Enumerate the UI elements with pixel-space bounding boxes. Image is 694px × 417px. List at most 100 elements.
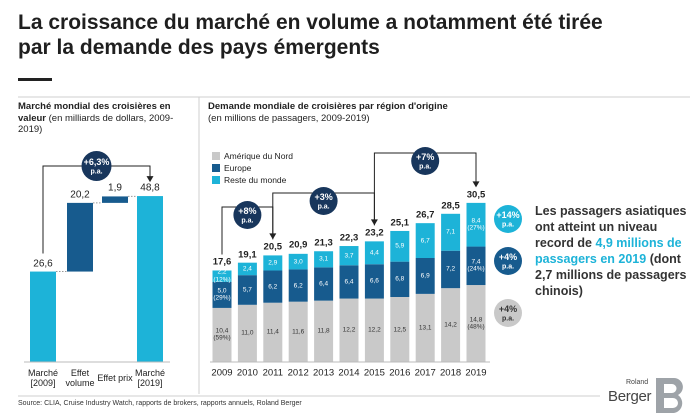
arrow-head [146, 176, 154, 183]
growth-label: +6,3% [83, 157, 110, 167]
logo-small: Roland [626, 379, 649, 386]
value-label: 48,8 [140, 182, 160, 194]
value-label: 11,8 [317, 327, 330, 335]
value-label: 2,4 [242, 265, 252, 273]
x-tick-label: 2009 [211, 367, 233, 379]
value-label: 3,7 [344, 251, 354, 259]
growth-unit: p.a. [419, 163, 432, 171]
x-tick-label: 2013 [313, 367, 335, 379]
total-label: 28,5 [441, 200, 460, 212]
total-label: 17,6 [212, 256, 232, 268]
value-label: 6,8 [395, 275, 405, 283]
value-label: 6,9 [420, 272, 430, 280]
total-label: 19,1 [238, 249, 257, 261]
bar-segment [390, 230, 410, 262]
bar-segment [263, 302, 283, 362]
value-label: 6,4 [319, 280, 329, 288]
value-label: 11,0 [241, 329, 254, 337]
bar-segment [314, 300, 334, 362]
bar-segment [237, 262, 257, 276]
x-tick-label: 2019 [465, 367, 487, 379]
value-label: 11,6 [292, 328, 305, 336]
growth-unit: p.a. [501, 315, 515, 323]
growth-label: +4% [498, 304, 518, 314]
chart-header: Marché mondial des croisières en valeur … [18, 101, 196, 136]
bar-segment [466, 246, 486, 286]
legend-swatch [212, 152, 220, 160]
growth-label: +3% [314, 192, 333, 202]
bar-segment [288, 253, 308, 270]
total-label: 20,9 [288, 239, 308, 251]
bar-segment [339, 298, 359, 362]
value-label: 7,2 [446, 265, 456, 273]
x-tick-label: Marché [2009] [27, 368, 58, 388]
value-label: 8,4 (27%) [467, 217, 485, 232]
value-label: 12,5 [393, 325, 407, 333]
bar-segment [364, 241, 384, 265]
x-tick-label: Effet prix [97, 373, 133, 383]
value-label: 5,9 [395, 242, 405, 250]
growth-bubble [494, 299, 522, 327]
chart-subtitle: (en milliards de dollars, 2009-2019) [18, 112, 174, 136]
value-label: 3,0 [293, 257, 303, 265]
bar-segment [466, 202, 486, 247]
legend-label: Reste du monde [224, 175, 287, 185]
bar [102, 196, 128, 203]
bar-segment [364, 264, 384, 299]
value-label: 4,4 [369, 249, 379, 257]
value-label: 20,2 [70, 189, 90, 201]
annotation-highlight: 4,9 millions de passagers en 2019 [535, 236, 682, 266]
growth-unit: p.a. [317, 203, 330, 211]
value-label: 5,0 (29%) [213, 287, 231, 302]
bar [30, 271, 56, 362]
value-label: 2,2 (12%) [213, 268, 231, 284]
growth-bubble [494, 247, 522, 275]
value-label: 14,8 (48%) [467, 316, 485, 331]
bar-segment [441, 250, 461, 289]
logo-mark [656, 378, 683, 413]
annotation: Les passagers asiatiques ont atteint un … [535, 203, 693, 299]
bar-segment [415, 223, 435, 258]
x-tick-label: 2010 [236, 367, 258, 379]
x-tick-label: 2017 [414, 367, 436, 379]
value-label: 12,2 [342, 326, 356, 334]
growth-label: +4% [498, 252, 518, 262]
bar-segment [263, 255, 283, 271]
growth-unit: p.a. [90, 168, 103, 176]
growth-label: +8% [238, 206, 257, 216]
growth-unit: p.a. [501, 221, 515, 229]
value-label: 12,2 [368, 326, 381, 334]
bar-segment [466, 285, 486, 362]
chart-header: Demande mondiale de croisières par régio… [208, 101, 538, 124]
value-label: 6,2 [293, 281, 303, 289]
bar-segment [390, 297, 410, 362]
bar-segment [441, 213, 461, 251]
legend-label: Europe [224, 163, 252, 173]
value-label: 14,2 [444, 321, 457, 329]
total-label: 22,3 [339, 232, 359, 244]
bar [137, 196, 163, 362]
growth-bubble [411, 147, 440, 175]
legend-label: Amérique du Nord [224, 151, 293, 161]
value-label: 1,9 [108, 182, 122, 194]
growth-bubble [233, 201, 262, 229]
bar-segment [441, 288, 461, 362]
x-tick-label: 2014 [338, 367, 360, 379]
value-label: 11,4 [266, 328, 279, 336]
bar-segment [237, 275, 257, 305]
chart-subtitle: (en millions de passagers, 2009-2019) [208, 112, 370, 124]
x-tick-label: Effet volume [65, 368, 95, 388]
value-label: 6,2 [268, 282, 278, 290]
bar-segment [314, 251, 334, 268]
arrow-head [472, 181, 480, 188]
value-label: 5,7 [242, 286, 252, 294]
bar-segment [339, 246, 359, 266]
value-label: 7,4 (24%) [467, 258, 485, 273]
bar-segment [415, 293, 435, 362]
chart-title: Demande mondiale de croisières par régio… [208, 101, 448, 112]
bar-segment [314, 267, 334, 301]
total-label: 23,2 [365, 227, 384, 239]
total-label: 26,7 [415, 209, 435, 221]
x-tick-label: 2011 [262, 367, 284, 379]
growth-bubble [81, 151, 112, 181]
